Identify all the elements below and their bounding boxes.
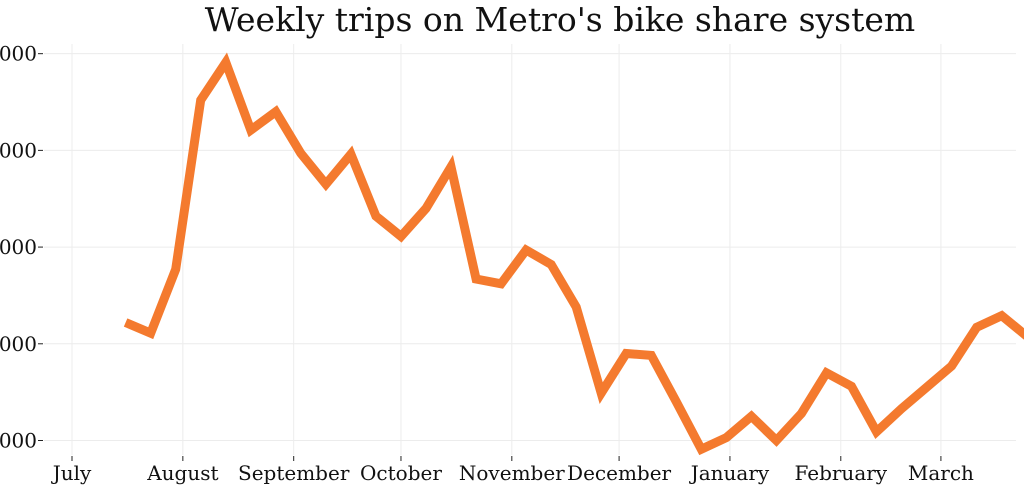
y-tick-label: 5000: [0, 138, 37, 162]
x-tick-label: January: [689, 461, 770, 485]
y-tick-label: 6000: [0, 42, 37, 66]
x-tick-label: November: [459, 461, 565, 485]
x-tick-label: February: [794, 461, 887, 485]
y-tick-label: 3000: [0, 332, 37, 356]
x-tick-label: July: [51, 461, 92, 485]
x-tick-label: December: [567, 461, 672, 485]
y-tick-label: 2000: [0, 428, 37, 452]
gridlines: [44, 44, 1016, 455]
series-line: [123, 52, 1024, 456]
x-tick-label: August: [146, 461, 218, 485]
y-tick-label: 4000: [0, 235, 37, 259]
axes: 2000 3000 4000 5000 6000 July August September O…: [0, 42, 974, 485]
x-tick-label: October: [360, 461, 442, 485]
x-tick-label: September: [238, 461, 350, 485]
x-tick-label: March: [908, 461, 974, 485]
chart-title: Weekly trips on Metro's bike share syste…: [205, 0, 915, 39]
series-layer: [123, 52, 1024, 456]
